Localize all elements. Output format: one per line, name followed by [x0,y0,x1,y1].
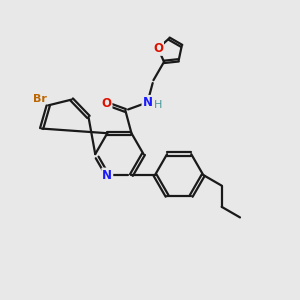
Text: N: N [102,169,112,182]
Text: Br: Br [33,94,47,103]
Text: O: O [153,42,163,55]
Text: H: H [154,100,162,110]
Text: O: O [101,97,112,110]
Text: N: N [142,96,152,109]
